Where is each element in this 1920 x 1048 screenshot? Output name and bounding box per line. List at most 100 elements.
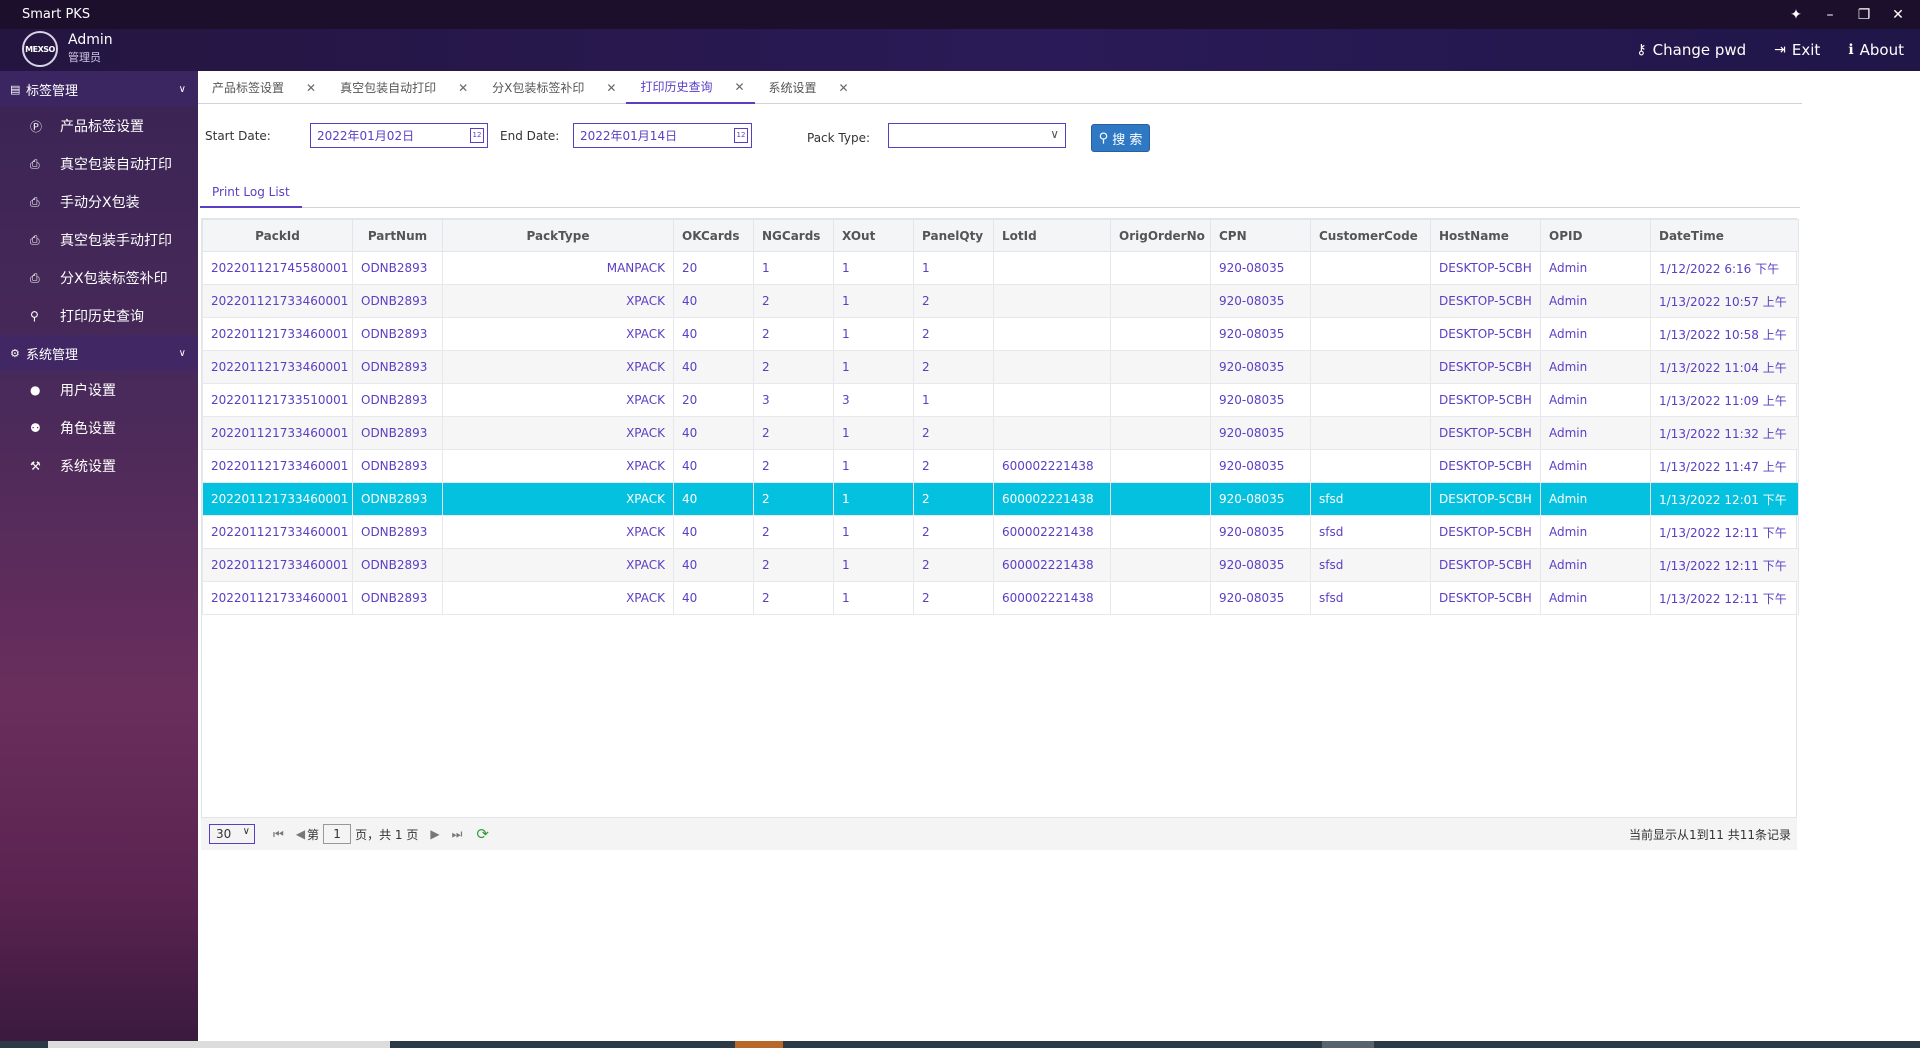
table-cell: 2	[913, 449, 994, 483]
column-header[interactable]: LotId	[993, 219, 1111, 252]
chevron-down-icon: ∨	[178, 347, 186, 359]
column-header[interactable]: CPN	[1210, 219, 1311, 252]
calendar-icon[interactable]: 12	[470, 128, 484, 143]
sidebar-item-x-pack-reprint[interactable]: ⎙ 分X包装标签补印	[0, 259, 198, 297]
table-cell: ODNB2893	[352, 251, 443, 285]
table-cell	[1110, 284, 1211, 318]
close-icon[interactable]: ✕	[606, 80, 617, 95]
calendar-icon[interactable]: 12	[734, 128, 748, 143]
taskbar-item[interactable]	[735, 1041, 783, 1048]
table-cell	[1110, 317, 1211, 351]
search-button[interactable]: ⚲ 搜 索	[1091, 124, 1150, 152]
sidebar-item-print-history[interactable]: ⚲ 打印历史查询	[0, 297, 198, 335]
column-header[interactable]: OKCards	[673, 219, 754, 252]
app-title: Smart PKS	[22, 7, 91, 22]
exit-button[interactable]: ⇥ Exit	[1774, 41, 1820, 59]
table-row[interactable]: 202201121733460001 ODNB2893 XPACK 40 2 1 2 920-…	[202, 416, 1799, 450]
table-cell: 3	[753, 383, 834, 417]
table-row[interactable]: 202201121733510001 ODNB2893 XPACK 20 3 3 1 920-…	[202, 383, 1799, 417]
table-cell: Admin	[1540, 581, 1651, 615]
taskbar-item[interactable]	[1322, 1041, 1374, 1048]
tab-vacuum-auto-print[interactable]: 真空包装自动打印 ✕	[326, 71, 478, 104]
table-cell: Admin	[1540, 251, 1651, 285]
tab-print-log-list[interactable]: Print Log List	[200, 177, 302, 208]
table-cell: sfsd	[1310, 581, 1431, 615]
table-row[interactable]: 202201121733460001 ODNB2893 XPACK 40 2 1 2 920-…	[202, 284, 1799, 318]
close-icon[interactable]: ✕	[306, 80, 317, 95]
page-size-select[interactable]: 30 ∨	[209, 824, 255, 844]
table-cell: 1	[833, 449, 914, 483]
close-icon[interactable]: ✕	[458, 80, 469, 95]
pin-icon[interactable]: ✦	[1790, 6, 1802, 23]
restore-icon[interactable]: ❐	[1857, 6, 1871, 23]
table-row[interactable]: 202201121733460001 ODNB2893 XPACK 40 2 1 2 920-…	[202, 350, 1799, 384]
pack-type-label: Pack Type:	[807, 131, 871, 145]
table-cell: DESKTOP-5CBH	[1430, 251, 1541, 285]
page-size-value: 30	[216, 827, 232, 841]
sidebar-item-user-settings[interactable]: ● 用户设置	[0, 371, 198, 409]
refresh-icon[interactable]: ⟳	[476, 825, 489, 843]
sidebar-item-manual-x-pack[interactable]: ⎙ 手动分X包装	[0, 183, 198, 221]
table-cell: 2	[753, 515, 834, 549]
table-cell: XPACK	[442, 515, 674, 549]
table-row[interactable]: 202201121733460001 ODNB2893 XPACK 40 2 1 2 6000…	[202, 548, 1799, 582]
column-header[interactable]: HostName	[1430, 219, 1541, 252]
table-cell: 202201121745580001	[202, 251, 353, 285]
table-row[interactable]: 202201121733460001 ODNB2893 XPACK 40 2 1 2 6000…	[202, 581, 1799, 615]
table-cell	[1110, 482, 1211, 516]
tab-system-settings[interactable]: 系统设置 ✕	[755, 71, 859, 104]
table-body: 202201121745580001 ODNB2893 MANPACK 20 1 1 1 92…	[202, 251, 1799, 615]
table-row[interactable]: 202201121733460001 ODNB2893 XPACK 40 2 1 2 6000…	[202, 449, 1799, 483]
column-header[interactable]: PackType	[442, 219, 674, 252]
table-cell	[1110, 515, 1211, 549]
table-header-row: PackId PartNum PackType OKCards NGCards …	[202, 219, 1799, 252]
first-page-icon[interactable]: ⏮	[273, 826, 284, 841]
column-header[interactable]: NGCards	[753, 219, 834, 252]
table-cell: DESKTOP-5CBH	[1430, 350, 1541, 384]
table-cell: 2	[753, 449, 834, 483]
column-header[interactable]: OPID	[1540, 219, 1651, 252]
table-row[interactable]: 202201121733460001 ODNB2893 XPACK 40 2 1 2 920-…	[202, 317, 1799, 351]
table-row[interactable]: 202201121733460001 ODNB2893 XPACK 40 2 1 2 6000…	[202, 482, 1799, 516]
tab-product-label-settings[interactable]: 产品标签设置 ✕	[198, 71, 326, 104]
minimize-icon[interactable]: –	[1826, 6, 1834, 23]
table-cell: DESKTOP-5CBH	[1430, 515, 1541, 549]
table-row[interactable]: 202201121733460001 ODNB2893 XPACK 40 2 1 2 6000…	[202, 515, 1799, 549]
table-cell: XPACK	[442, 548, 674, 582]
prev-page-icon[interactable]: ◀	[295, 827, 306, 841]
tab-x-pack-reprint[interactable]: 分X包装标签补印 ✕	[478, 71, 626, 104]
column-header[interactable]: OrigOrderNo	[1110, 219, 1211, 252]
pack-type-select[interactable]: ∨	[888, 123, 1066, 148]
sidebar-item-role-settings[interactable]: ⚉ 角色设置	[0, 409, 198, 447]
table-row[interactable]: 202201121745580001 ODNB2893 MANPACK 20 1 1 1 92…	[202, 251, 1799, 285]
end-date-input[interactable]: 2022年01月14日 12	[573, 123, 752, 148]
tab-print-history[interactable]: 打印历史查询 ✕	[626, 71, 755, 104]
sidebar-group-system-management[interactable]: ⚙ 系统管理 ∨	[0, 335, 198, 371]
change-pwd-button[interactable]: ⚷ Change pwd	[1636, 41, 1746, 59]
taskbar-item[interactable]	[48, 1041, 390, 1048]
close-icon[interactable]: ✕	[1892, 6, 1904, 23]
page-number-input[interactable]: 1	[323, 824, 352, 844]
column-header[interactable]: PartNum	[352, 219, 443, 252]
start-date-input[interactable]: 2022年01月02日 12	[310, 123, 488, 148]
close-icon[interactable]: ✕	[734, 79, 745, 94]
sidebar-item-vacuum-auto-print[interactable]: ⎙ 真空包装自动打印	[0, 145, 198, 183]
about-button[interactable]: ℹ About	[1848, 41, 1904, 59]
table-cell: 40	[673, 449, 754, 483]
sidebar-item-product-label-settings[interactable]: Ⓟ 产品标签设置	[0, 107, 198, 145]
column-header[interactable]: PanelQty	[913, 219, 994, 252]
last-page-icon[interactable]: ⏭	[451, 826, 463, 841]
sidebar-group-label-management[interactable]: ▤ 标签管理 ∨	[0, 71, 198, 107]
record-info: 当前显示从1到11 共11条记录	[1629, 827, 1791, 842]
column-header[interactable]: XOut	[833, 219, 914, 252]
table-cell: 600002221438	[993, 515, 1111, 549]
sidebar-group-label: 标签管理	[26, 83, 79, 99]
column-header[interactable]: DateTime	[1650, 219, 1799, 252]
table-cell	[1110, 449, 1211, 483]
column-header[interactable]: CustomerCode	[1310, 219, 1431, 252]
next-page-icon[interactable]: ▶	[430, 827, 440, 841]
sidebar-item-vacuum-manual-print[interactable]: ⎙ 真空包装手动打印	[0, 221, 198, 259]
close-icon[interactable]: ✕	[838, 80, 849, 95]
column-header[interactable]: PackId	[202, 219, 353, 252]
sidebar-item-system-settings[interactable]: ⚒ 系统设置	[0, 447, 198, 485]
